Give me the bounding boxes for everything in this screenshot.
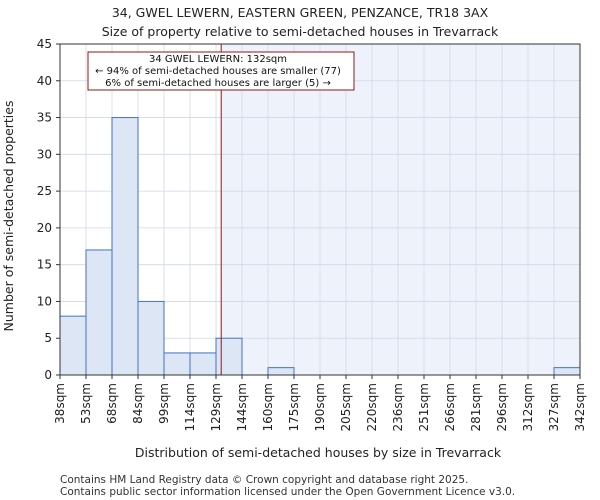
y-tick-label: 5 [44, 331, 52, 345]
bar-129sqm [215, 337, 243, 376]
larger-region-shade [221, 44, 580, 375]
y-tick-label: 0 [44, 368, 52, 382]
x-tick-label: 190sqm [313, 383, 327, 431]
annotation-line-2: ← 94% of semi-detached houses are smalle… [95, 66, 341, 77]
annotation-line-3: 6% of semi-detached houses are larger (5… [105, 78, 331, 89]
x-tick-label: 251sqm [417, 383, 431, 431]
y-tick-label: 35 [37, 111, 52, 125]
bar-38sqm [59, 315, 87, 376]
y-tick-label: 30 [37, 147, 52, 161]
x-tick-label: 160sqm [261, 383, 275, 431]
annotation-line-1: 34 GWEL LEWERN: 132sqm [149, 54, 287, 65]
x-tick-label: 312sqm [521, 383, 535, 431]
x-tick-label: 327sqm [547, 383, 561, 431]
y-tick-label: 15 [37, 258, 52, 272]
x-tick-label: 144sqm [235, 383, 249, 431]
x-axis-ticks: 38sqm 53sqm 68sqm 84sqm 99sqm 114sqm 129sqm 144… [53, 375, 587, 431]
x-tick-label: 129sqm [209, 383, 223, 431]
bar-99sqm [163, 352, 191, 376]
annotation-box: 34 GWEL LEWERN: 132sqm ← 94% of semi-det… [87, 51, 355, 91]
x-tick-label: 99sqm [157, 383, 171, 424]
bar-160sqm [267, 367, 295, 376]
x-tick-label: 205sqm [339, 383, 353, 431]
x-tick-label: 296sqm [495, 383, 509, 431]
bars [59, 117, 581, 376]
y-tick-label: 10 [37, 294, 52, 308]
x-tick-label: 342sqm [573, 383, 587, 431]
x-tick-label: 236sqm [391, 383, 405, 431]
bar-84sqm [137, 300, 165, 376]
bar-53sqm [85, 249, 113, 376]
x-tick-label: 53sqm [79, 383, 93, 424]
x-tick-label: 38sqm [53, 383, 67, 424]
x-tick-label: 266sqm [443, 383, 457, 431]
x-tick-label: 68sqm [105, 383, 119, 424]
x-tick-label: 281sqm [469, 383, 483, 431]
footer-line-1: Contains HM Land Registry data © Crown c… [60, 474, 468, 486]
chart-title: 34, GWEL LEWERN, EASTERN GREEN, PENZANCE… [112, 5, 489, 20]
y-tick-label: 40 [37, 74, 52, 88]
y-tick-label: 20 [37, 221, 52, 235]
x-tick-label: 220sqm [365, 383, 379, 431]
bar-68sqm [111, 117, 139, 376]
x-tick-label: 114sqm [183, 383, 197, 431]
x-tick-label: 175sqm [287, 383, 301, 431]
footer-line-2: Contains public sector information licen… [60, 486, 515, 498]
bar-327sqm [553, 367, 581, 376]
bar-114sqm [189, 352, 217, 376]
x-axis-label: Distribution of semi-detached houses by … [135, 445, 502, 460]
y-tick-label: 25 [37, 184, 52, 198]
chart-subtitle: Size of property relative to semi-detach… [102, 24, 499, 39]
y-tick-label: 45 [37, 37, 52, 51]
y-axis-ticks: 0 5 10 15 20 25 30 35 40 45 [37, 37, 60, 382]
x-tick-label: 84sqm [131, 383, 145, 424]
annotation-frame [87, 51, 355, 91]
y-axis-label: Number of semi-detached properties [1, 101, 16, 332]
